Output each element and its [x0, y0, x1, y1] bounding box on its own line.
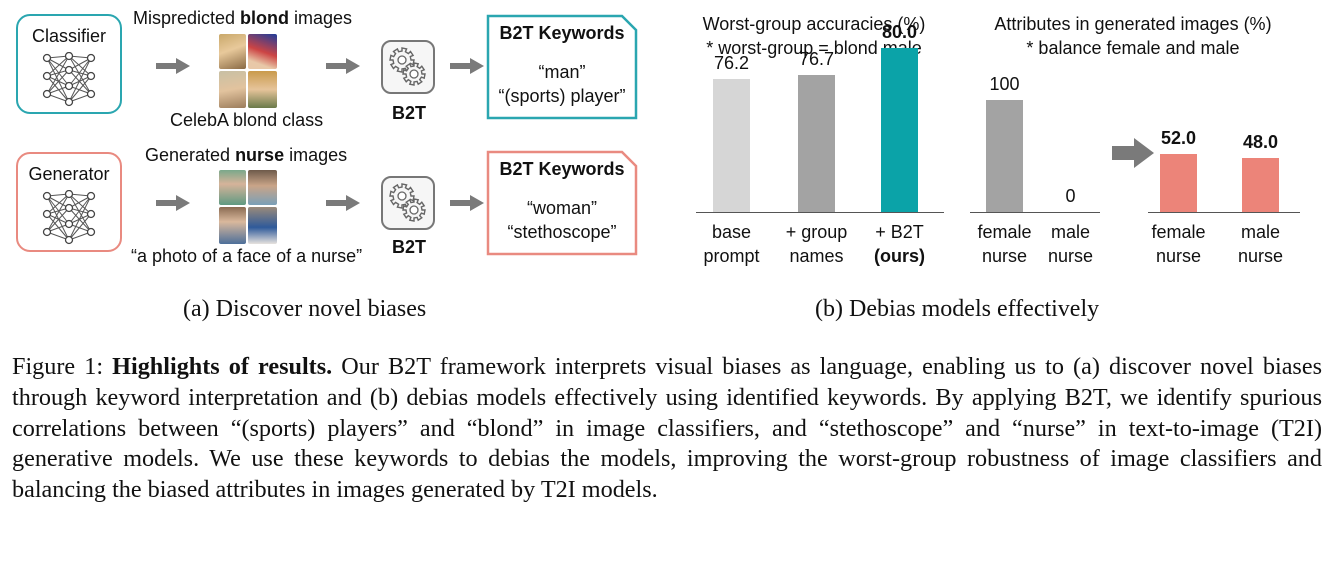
tick-label: female nurse: [977, 222, 1032, 266]
bar: [1160, 153, 1197, 212]
neural-network-icon: [42, 190, 96, 245]
b2t-label: B2T: [392, 103, 427, 123]
blond-image-grid: [219, 34, 277, 108]
keywords-title: B2T Keywords: [499, 23, 625, 43]
keyword-item: “(sports) player”: [498, 86, 626, 106]
value-label: 100: [989, 74, 1020, 94]
face-image: [219, 71, 246, 108]
arrow-icon: [156, 58, 190, 74]
chart2-subtitle: * balance female and male: [1026, 38, 1240, 58]
classifier-box: Classifier: [16, 14, 122, 114]
generator-label: Generator: [28, 164, 110, 184]
face-image: [248, 71, 277, 108]
figure-caption-body: Our B2T framework interprets visual bias…: [12, 353, 1322, 504]
chart1-subtitle: * worst-group = blond male: [706, 38, 922, 58]
b2t-gear-box: [381, 40, 435, 94]
value-label: 48.0: [1242, 132, 1279, 153]
b2t-gear-box: [381, 176, 435, 230]
nurse-image-grid: [219, 170, 277, 244]
celeba-caption: CelebA blond class: [170, 110, 324, 130]
tick-label: base prompt: [703, 222, 760, 266]
mispredicted-caption: Mispredicted blond images: [133, 8, 353, 28]
tick-label: male nurse: [1047, 222, 1094, 266]
figure-label: Figure 1:: [12, 353, 113, 380]
keyword-item: “stethoscope”: [507, 222, 617, 242]
arrow-icon: [326, 195, 360, 211]
bar: [986, 100, 1023, 212]
gears-icon: [389, 183, 426, 222]
nurse-image: [248, 170, 277, 205]
keywords-box-generator: B2T Keywords “woman” “stethoscope”: [486, 150, 638, 256]
arrow-icon: [1112, 138, 1154, 168]
keywords-box-frame: [486, 14, 638, 120]
value-label: 0: [1065, 186, 1076, 206]
value-label: 76.7: [798, 49, 835, 70]
subcaption-a: (a) Discover novel biases: [183, 296, 427, 322]
classifier-label: Classifier: [31, 26, 106, 46]
bar: [881, 48, 918, 212]
generator-box: Generator: [16, 152, 122, 252]
prompt-caption: “a photo of a face of a nurse”: [131, 246, 363, 266]
gears-icon: [389, 47, 426, 86]
x-axis: [1148, 212, 1300, 213]
tick-label: + group names: [785, 222, 848, 266]
face-image: [248, 34, 277, 69]
generated-caption: Generated nurse images: [145, 145, 348, 165]
value-label: 80.0: [881, 22, 918, 43]
keywords-title: B2T Keywords: [499, 159, 625, 179]
face-image: [219, 34, 246, 69]
neural-network-icon: [42, 52, 96, 107]
value-label: 52.0: [1160, 127, 1197, 148]
keywords-box-classifier: B2T Keywords “man” “(sports) player”: [486, 14, 638, 120]
tick-label: + B2T (ours): [874, 222, 925, 266]
b2t-label: B2T: [392, 237, 427, 257]
arrow-icon: [450, 195, 484, 211]
nurse-image: [219, 207, 246, 244]
tick-label: female nurse: [1151, 222, 1206, 266]
keyword-item: “man”: [538, 62, 586, 82]
arrow-icon: [156, 195, 190, 211]
x-axis: [696, 212, 944, 213]
figure-caption-bold: Highlights of results.: [112, 353, 333, 380]
tick-label: male nurse: [1237, 222, 1284, 266]
subcaption-b: (b) Debias models effectively: [815, 296, 1100, 322]
bar: [798, 75, 835, 212]
bar: [713, 79, 750, 212]
arrow-icon: [326, 58, 360, 74]
x-axis: [970, 212, 1100, 213]
arrow-icon: [450, 58, 484, 74]
bar: [1242, 158, 1279, 212]
chart1-title: Worst-group accuracies (%): [702, 14, 926, 34]
chart2-title: Attributes in generated images (%): [994, 14, 1272, 34]
keywords-box-frame: [486, 150, 638, 256]
nurse-image: [219, 170, 246, 205]
nurse-image: [248, 207, 277, 244]
figure-caption: Figure 1: Highlights of results. Our B2T…: [12, 352, 1322, 506]
keyword-item: “woman”: [526, 198, 597, 218]
value-label: 76.2: [713, 53, 750, 74]
